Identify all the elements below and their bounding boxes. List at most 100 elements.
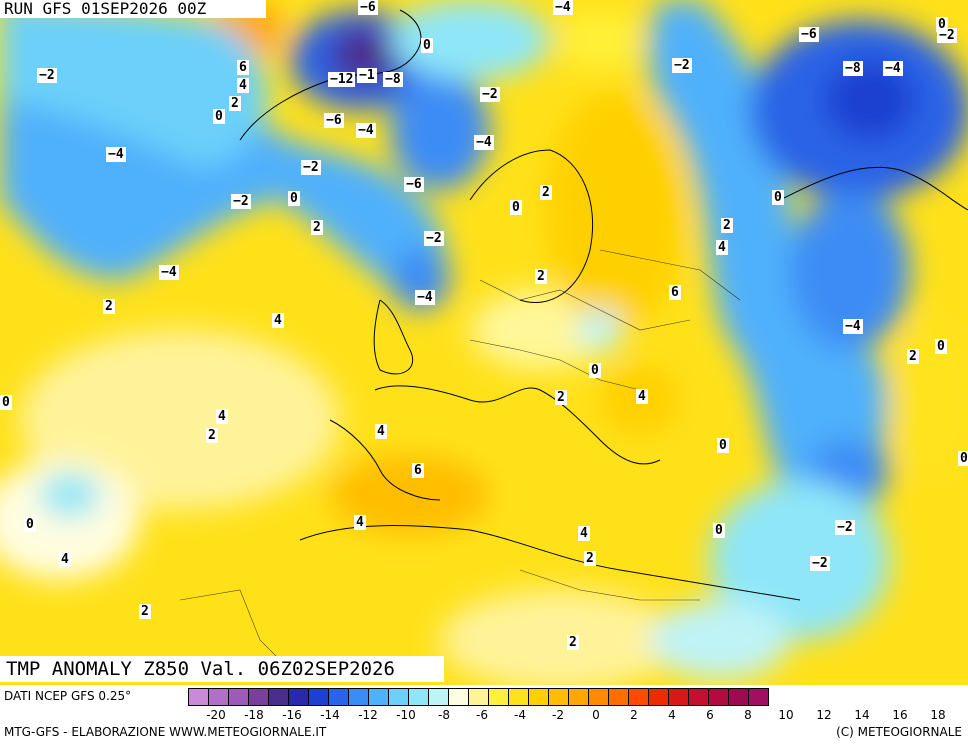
contour-label: 4	[354, 515, 366, 530]
contour-label: 2	[103, 299, 115, 314]
contour-label: 0	[510, 200, 522, 215]
contour-label: −6	[404, 177, 424, 192]
colorbar-tick-label: -4	[514, 708, 526, 722]
contour-label: 0	[935, 339, 947, 354]
colorbar-swatch	[349, 688, 369, 706]
contour-label: −2	[810, 556, 830, 571]
colorbar-swatch	[549, 688, 569, 706]
contour-label: −4	[106, 147, 126, 162]
contour-label: −8	[843, 61, 863, 76]
contour-label: −2	[301, 160, 321, 175]
colorbar-swatch	[369, 688, 389, 706]
contour-label: 0	[958, 451, 968, 466]
colorbar-tick-label: -14	[320, 708, 340, 722]
contour-label: 2	[311, 220, 323, 235]
colorbar-swatch	[629, 688, 649, 706]
contour-label: −4	[553, 0, 573, 15]
colorbar-swatch	[569, 688, 589, 706]
colorbar-ticks: -20 -18 -16 -14 -12 -10 -8 -6 -4 -2 0 2 4 6 8 10 12 14 16 1…	[188, 708, 968, 724]
colorbar-swatch	[529, 688, 549, 706]
contour-label: −2	[231, 194, 251, 209]
colorbar-tick-label: 0	[592, 708, 600, 722]
contour-label: −8	[383, 72, 403, 87]
colorbar-tick-label: 10	[778, 708, 794, 722]
colorbar-swatch	[749, 688, 769, 706]
contour-label: 2	[206, 428, 218, 443]
colorbar-swatch	[389, 688, 409, 706]
footer: DATI NCEP GFS 0.25° -20 -18 -16 -14 -12 -10 -8…	[0, 685, 968, 745]
colorbar-tick-label: 12	[816, 708, 832, 722]
colorbar-swatch	[609, 688, 629, 706]
contour-label: 0	[717, 438, 729, 453]
contour-label: 0	[213, 109, 225, 124]
colorbar-tick-label: -20	[206, 708, 226, 722]
contour-label: −2	[835, 520, 855, 535]
colorbar-swatch	[509, 688, 529, 706]
contour-label: −2	[672, 58, 692, 73]
borders	[179, 249, 741, 681]
run-label: RUN GFS 01SEP2026 00Z	[0, 0, 266, 18]
contour-label: −4	[843, 319, 863, 334]
contour-label: −4	[415, 290, 435, 305]
colorbar-swatch	[309, 688, 329, 706]
contour-label: 0	[288, 191, 300, 206]
colorbar-swatch	[269, 688, 289, 706]
contour-label: 4	[636, 389, 648, 404]
colorbar-tick-label: 14	[854, 708, 870, 722]
contour-label: 6	[412, 463, 424, 478]
contour-label: 0	[589, 363, 601, 378]
colorbar-tick-label: -2	[552, 708, 564, 722]
contour-label: 0	[421, 38, 433, 53]
colorbar-tick-label: 16	[892, 708, 908, 722]
contour-label: −2	[37, 68, 57, 83]
contour-label: 4	[59, 552, 71, 567]
contour-label: 2	[139, 604, 151, 619]
contour-label: 4	[578, 526, 590, 541]
colorbar-tick-label: 18	[930, 708, 946, 722]
contour-label: 2	[721, 218, 733, 233]
colorbar-swatch	[469, 688, 489, 706]
colorbar-swatch	[229, 688, 249, 706]
credit-left: MTG-GFS - ELABORAZIONE WWW.METEOGIORNALE…	[4, 725, 327, 739]
contour-label: 0	[936, 17, 948, 32]
colorbar-swatch	[449, 688, 469, 706]
colorbar-tick-label: 6	[706, 708, 714, 722]
colorbar-swatch	[209, 688, 229, 706]
colorbar-swatch	[589, 688, 609, 706]
colorbar-swatch	[669, 688, 689, 706]
contour-label: 4	[375, 424, 387, 439]
colorbar-swatch	[649, 688, 669, 706]
contour-label: −6	[324, 113, 344, 128]
colorbar-tick-label: 2	[630, 708, 638, 722]
contour-label: 0	[24, 517, 36, 532]
contour-label: −4	[356, 123, 376, 138]
colorbar-swatch	[729, 688, 749, 706]
colorbar-tick-label: -10	[396, 708, 416, 722]
colorbar	[188, 688, 769, 706]
contour-label: −4	[883, 61, 903, 76]
colorbar-tick-label: -12	[358, 708, 378, 722]
contour-label: −2	[937, 28, 957, 43]
contour-label: −2	[424, 231, 444, 246]
colorbar-swatch	[489, 688, 509, 706]
contour-label: −4	[474, 135, 494, 150]
contour-label: 2	[229, 96, 241, 111]
colorbar-swatch	[189, 688, 209, 706]
contour-label: −12	[328, 72, 356, 87]
contour-label: −2	[480, 87, 500, 102]
data-source: DATI NCEP GFS 0.25°	[4, 689, 132, 703]
contour-label: 4	[272, 313, 284, 328]
contour-label: 2	[584, 551, 596, 566]
map-title: TMP ANOMALY Z850 Val. 06Z02SEP2026	[0, 656, 444, 682]
contour-label: 6	[669, 285, 681, 300]
colorbar-swatch	[429, 688, 449, 706]
colorbar-tick-label: 8	[744, 708, 752, 722]
colorbar-tick-label: 4	[668, 708, 676, 722]
contour-label: 0	[0, 395, 12, 410]
colorbar-swatch	[329, 688, 349, 706]
credit-right: (C) METEOGIORNALE	[836, 725, 962, 739]
contour-label: 0	[772, 190, 784, 205]
contour-label: 4	[216, 409, 228, 424]
contour-label: −6	[358, 0, 378, 15]
colorbar-swatch	[689, 688, 709, 706]
